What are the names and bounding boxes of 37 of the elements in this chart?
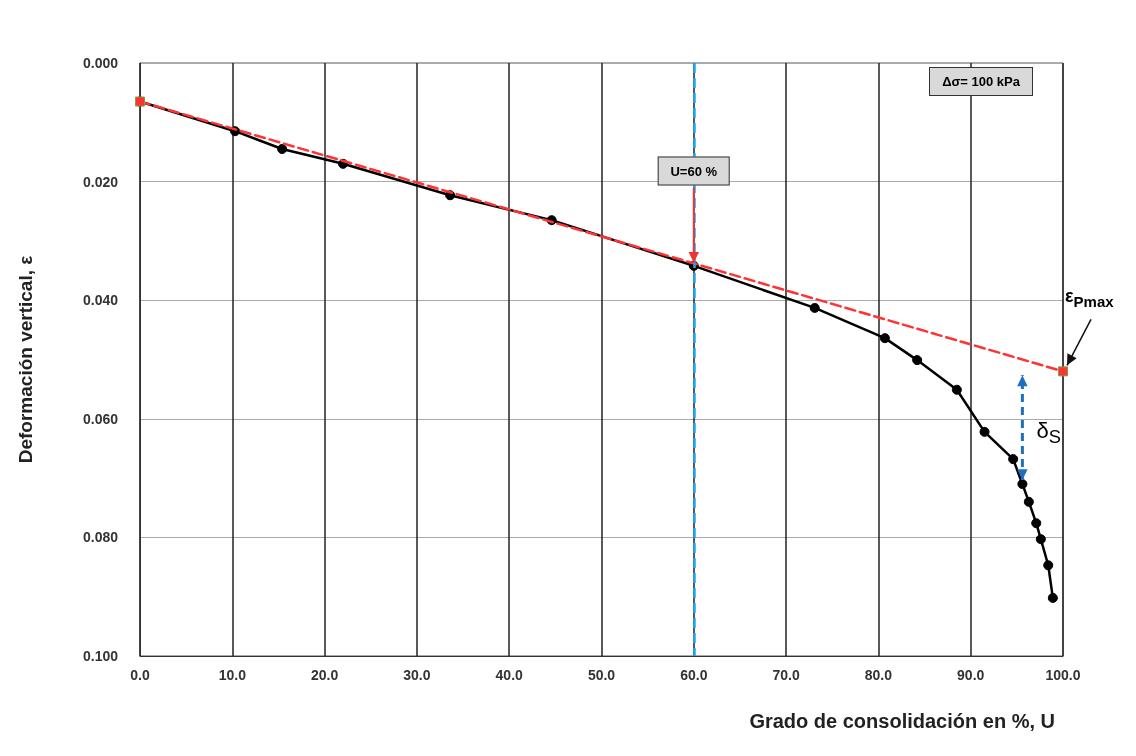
x-tick-label: 70.0 — [772, 667, 800, 683]
point — [809, 302, 820, 313]
point — [1017, 479, 1028, 490]
point — [912, 355, 923, 366]
point — [979, 426, 990, 437]
x-tick-label: 10.0 — [218, 667, 247, 683]
y-tick-label: 0.040 — [82, 292, 119, 309]
point — [1058, 366, 1068, 377]
annotation: δ$_{S}$ — [1036, 417, 1061, 449]
x-tick-label: 60.0 — [680, 667, 708, 683]
y-tick-label: 0.100 — [82, 648, 119, 664]
text-box: Δσ= 100 kPa — [929, 67, 1033, 96]
point — [1035, 534, 1046, 545]
annotation: ε$_{Pmax}$ — [1065, 286, 1114, 310]
y-tick-label: 0.060 — [82, 410, 119, 427]
point — [1031, 518, 1042, 529]
x-tick-label: 90.0 — [957, 667, 985, 683]
x-tick-label: 20.0 — [310, 667, 339, 683]
y-tick-label: 0.000 — [82, 55, 119, 71]
point — [1023, 496, 1034, 507]
point — [1008, 454, 1019, 465]
point — [1043, 560, 1054, 571]
x-tick-label: 80.0 — [864, 667, 893, 683]
x-tick-label: 40.0 — [495, 667, 524, 683]
y-tick-label: 0.080 — [82, 529, 119, 546]
x-axis-title: Grado de consolidación en %, U — [749, 710, 1055, 732]
y-axis-title: Deformación vertical, ε — [15, 255, 36, 464]
point — [879, 333, 890, 344]
point — [951, 384, 962, 395]
x-tick-label: 100.0 — [1045, 667, 1081, 683]
point — [277, 143, 288, 154]
x-tick-label: 50.0 — [587, 667, 616, 683]
y-tick-label: 0.020 — [82, 173, 119, 190]
text-box: U=60 % — [657, 156, 731, 186]
point — [1047, 592, 1058, 603]
x-tick-label: 30.0 — [403, 667, 431, 683]
x-tick-label: 0.0 — [130, 667, 150, 683]
